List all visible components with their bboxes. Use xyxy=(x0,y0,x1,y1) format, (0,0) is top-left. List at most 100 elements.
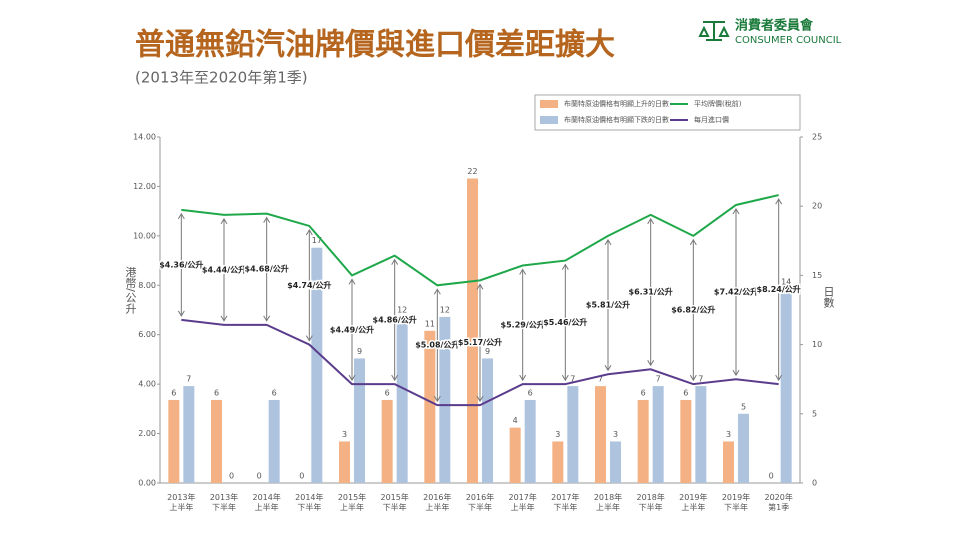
arrow-head xyxy=(476,283,484,403)
arrow-head xyxy=(177,212,185,317)
x-tick-label: 2018年上半年 xyxy=(594,492,622,512)
bar-label: 7 xyxy=(656,375,661,384)
y2-tick-label: 15 xyxy=(812,271,822,280)
x-tick-label: 2013年上半年 xyxy=(167,492,195,512)
bar xyxy=(183,386,195,483)
bar-label: 6 xyxy=(528,388,533,397)
y2-tick-label: 20 xyxy=(812,202,822,211)
y-tick-label: 14.00 xyxy=(133,133,156,142)
legend-label: 布蘭特原油價格有明顯下跌的日數 xyxy=(564,115,669,124)
bar xyxy=(268,399,280,483)
gap-annotation: $5.08/公升 xyxy=(415,340,459,350)
bar xyxy=(637,399,649,483)
arrow-head xyxy=(775,198,783,382)
bar xyxy=(354,358,365,483)
bar xyxy=(780,289,792,483)
gap-annotation: $5.81/公升 xyxy=(586,300,630,310)
arrow-head xyxy=(561,263,569,382)
gap-annotation: $7.42/公升 xyxy=(714,287,758,297)
gap-annotation: $5.29/公升 xyxy=(501,319,545,329)
arrow-head xyxy=(391,258,399,382)
bar-label: 3 xyxy=(726,430,731,439)
gap-annotation: $6.31/公升 xyxy=(629,287,673,297)
legend-swatch xyxy=(540,100,558,108)
y-tick-label: 4.00 xyxy=(138,380,156,389)
line xyxy=(181,194,779,287)
bar-label: 6 xyxy=(385,388,390,397)
y-axis-title: 港幣/公升 xyxy=(124,266,137,315)
y-tick-label: 0.00 xyxy=(138,479,156,488)
arrow-head xyxy=(220,217,228,322)
gap-annotation: $5.17/公升 xyxy=(458,337,502,347)
x-tick-label: 2019年上半年 xyxy=(679,492,707,512)
x-tick-label: 2016年下半年 xyxy=(466,492,494,512)
y2-tick-label: 0 xyxy=(812,479,817,488)
bar-label: 7 xyxy=(570,375,575,384)
bar-label: 6 xyxy=(272,388,277,397)
bar xyxy=(168,399,180,483)
bar-label: 6 xyxy=(641,388,646,397)
bar-label: 3 xyxy=(613,430,618,439)
arrow-head xyxy=(689,238,697,382)
gap-annotation: $4.68/公升 xyxy=(245,264,289,274)
arrow-head xyxy=(647,217,655,367)
chart-title: 普通無鉛汽油牌價與進口價差距擴大 xyxy=(135,28,615,63)
bar-label: 4 xyxy=(513,416,518,425)
bar xyxy=(567,386,579,483)
bar-label: 12 xyxy=(397,305,407,314)
bar-label: 7 xyxy=(598,375,603,384)
bar-label: 9 xyxy=(357,347,362,356)
bar-label: 11 xyxy=(425,319,435,328)
bar-label: 0 xyxy=(257,472,262,481)
x-tick-label: 2014年下半年 xyxy=(295,492,323,512)
bar xyxy=(439,316,451,483)
arrow-head xyxy=(604,238,612,372)
bar xyxy=(552,441,564,483)
y2-axis-title: 日數 xyxy=(822,286,835,309)
bar xyxy=(482,358,493,483)
gap-annotation: $4.74/公升 xyxy=(287,280,331,290)
logo-english: CONSUMER COUNCIL xyxy=(735,35,842,46)
bar xyxy=(652,386,664,483)
bar-label: 7 xyxy=(698,375,703,384)
bar-label: 9 xyxy=(485,347,490,356)
bar xyxy=(595,386,606,483)
bar xyxy=(396,316,408,483)
bar-label: 12 xyxy=(440,305,450,314)
arrow-head xyxy=(305,228,313,342)
bar xyxy=(680,399,692,483)
bar-label: 0 xyxy=(299,472,304,481)
x-tick-label: 2018年下半年 xyxy=(636,492,664,512)
legend-label: 布蘭特原油價格有明顯上升的日數 xyxy=(564,99,669,108)
bar xyxy=(524,399,536,483)
legend-label: 平均牌價(稅前) xyxy=(694,99,742,108)
y2-tick-label: 25 xyxy=(812,133,822,142)
bar-label: 22 xyxy=(467,167,477,176)
bar xyxy=(509,427,521,483)
bar-label: 17 xyxy=(312,236,322,245)
bar-label: 6 xyxy=(214,388,219,397)
bar-label: 6 xyxy=(683,388,688,397)
bar xyxy=(381,399,393,483)
y-tick-label: 10.00 xyxy=(133,231,156,240)
x-tick-label: 2015年上半年 xyxy=(338,492,366,512)
bar-label: 14 xyxy=(781,278,791,287)
legend xyxy=(534,94,801,131)
y-tick-label: 6.00 xyxy=(138,330,156,339)
bar xyxy=(610,441,621,483)
bar xyxy=(311,247,323,483)
bar xyxy=(211,399,222,483)
x-tick-label: 2017年下半年 xyxy=(551,492,579,512)
y-tick-label: 2.00 xyxy=(138,429,156,438)
bar xyxy=(738,413,749,483)
x-tick-label: 2017年上半年 xyxy=(508,492,536,512)
gap-annotation: $4.49/公升 xyxy=(330,324,374,334)
arrow-head xyxy=(519,268,527,382)
bar-label: 7 xyxy=(186,375,191,384)
logo: 消費者委員會 CONSUMER COUNCIL xyxy=(698,18,842,46)
y2-tick-label: 5 xyxy=(812,409,817,418)
gap-annotation: $5.46/公升 xyxy=(543,317,587,327)
gap-annotation: $4.36/公升 xyxy=(159,259,203,269)
x-tick-label: 2015年下半年 xyxy=(380,492,408,512)
x-tick-label: 2019年下半年 xyxy=(722,492,750,512)
